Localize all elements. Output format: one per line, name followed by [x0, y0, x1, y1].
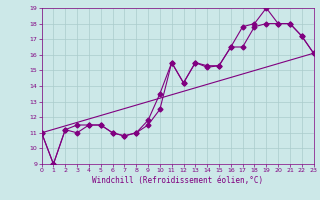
X-axis label: Windchill (Refroidissement éolien,°C): Windchill (Refroidissement éolien,°C): [92, 176, 263, 185]
